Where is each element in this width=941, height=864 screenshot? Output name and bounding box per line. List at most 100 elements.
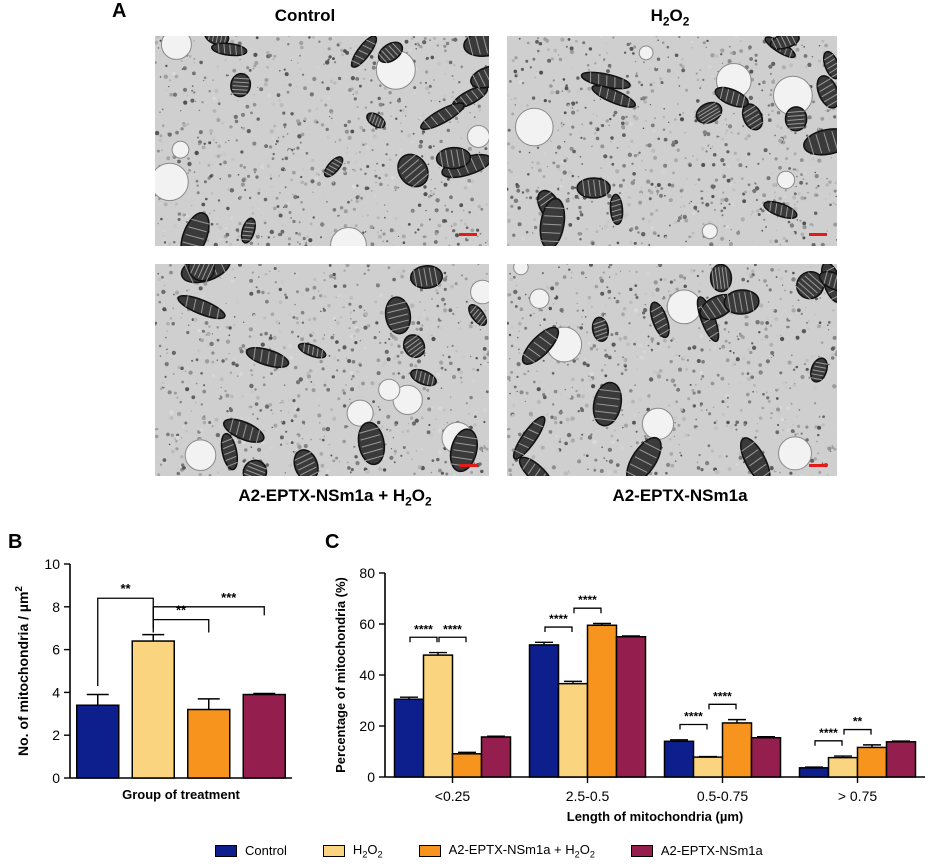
texture-speck: [611, 440, 616, 445]
texture-speck: [626, 42, 630, 47]
mitochondrion-crista: [207, 36, 212, 40]
texture-speck: [601, 228, 603, 230]
texture-speck: [425, 317, 430, 321]
texture-speck: [437, 428, 442, 433]
texture-speck: [712, 153, 717, 157]
texture-speck: [829, 203, 832, 207]
mitochondrion: [822, 50, 837, 80]
mitochondrion-crista: [461, 149, 466, 166]
texture-speck: [214, 155, 217, 158]
significance-label: ****: [443, 622, 462, 636]
texture-speck: [397, 360, 402, 365]
texture-speck: [561, 125, 563, 128]
texture-speck: [548, 456, 551, 459]
texture-speck: [633, 414, 636, 417]
texture-speck: [342, 404, 347, 408]
texture-speck: [293, 148, 296, 150]
mitochondrion-body: [512, 415, 546, 460]
texture-speck: [290, 217, 292, 219]
texture-speck: [362, 231, 365, 234]
texture-speck: [779, 471, 781, 474]
texture-speck: [228, 214, 232, 218]
texture-speck: [630, 180, 635, 185]
texture-speck: [296, 195, 300, 199]
texture-speck: [579, 87, 583, 91]
texture-speck: [592, 145, 594, 147]
texture-speck: [155, 130, 160, 136]
texture-speck: [826, 230, 829, 232]
texture-speck: [481, 305, 483, 307]
texture-speck: [698, 453, 701, 457]
texture-speck: [688, 202, 691, 205]
texture-speck: [666, 68, 671, 73]
texture-speck: [510, 370, 514, 374]
texture-speck: [820, 242, 825, 246]
texture-speck: [391, 461, 394, 465]
texture-speck: [567, 192, 570, 195]
significance-label: ****: [819, 726, 838, 740]
mitochondrion-crista: [745, 449, 759, 459]
mitochondrion-crista: [409, 345, 424, 356]
mitochondrion-crista: [233, 81, 249, 84]
texture-speck: [167, 390, 172, 395]
texture-speck: [299, 40, 304, 46]
texture-speck: [402, 446, 406, 449]
texture-speck: [736, 158, 740, 162]
texture-speck: [829, 118, 831, 120]
texture-speck: [411, 299, 414, 302]
texture-speck: [248, 69, 252, 72]
texture-speck: [342, 439, 346, 444]
mitochondrion-crista: [474, 36, 481, 55]
texture-speck: [834, 181, 837, 184]
texture-speck: [667, 56, 669, 58]
texture-speck: [175, 440, 178, 443]
texture-speck: [483, 445, 485, 447]
texture-speck: [351, 375, 355, 378]
texture-speck: [758, 416, 763, 420]
mitochondrion-crista: [404, 163, 423, 179]
texture-speck: [186, 123, 190, 126]
texture-speck: [414, 200, 417, 203]
texture-speck: [559, 438, 561, 440]
significance-label: ****: [684, 709, 703, 723]
texture-speck: [583, 199, 586, 202]
texture-speck: [817, 433, 820, 437]
texture-speck: [807, 62, 812, 67]
texture-speck: [565, 417, 570, 422]
texture-speck: [680, 196, 683, 199]
texture-speck: [221, 359, 225, 363]
texture-speck: [273, 368, 277, 372]
mitochondrion-crista: [226, 461, 238, 468]
texture-speck: [600, 167, 602, 169]
texture-speck: [511, 59, 515, 63]
mitochondrion-crista: [776, 37, 782, 49]
texture-speck: [565, 45, 568, 48]
texture-speck: [229, 188, 235, 193]
texture-speck: [266, 51, 270, 55]
texture-speck: [300, 201, 303, 204]
texture-speck: [817, 184, 820, 188]
texture-speck: [571, 386, 574, 389]
texture-speck: [313, 277, 317, 282]
texture-speck: [607, 193, 612, 199]
texture-speck: [676, 148, 680, 152]
texture-speck: [287, 43, 290, 46]
texture-speck: [279, 69, 281, 72]
texture-speck: [316, 181, 322, 186]
texture-speck: [528, 411, 534, 417]
texture-speck: [328, 37, 332, 41]
texture-speck: [603, 225, 608, 229]
mitochondrion: [809, 357, 828, 383]
mitochondrion-crista: [235, 45, 237, 55]
texture-speck: [449, 195, 453, 200]
texture-speck: [567, 38, 571, 41]
texture-speck: [169, 264, 172, 267]
texture-speck: [191, 85, 194, 87]
texture-speck: [576, 325, 580, 329]
texture-speck: [364, 469, 369, 475]
texture-speck: [627, 202, 631, 207]
mitochondrion-crista: [298, 461, 315, 471]
texture-speck: [793, 152, 797, 156]
texture-speck: [290, 178, 294, 182]
texture-speck: [181, 380, 184, 384]
